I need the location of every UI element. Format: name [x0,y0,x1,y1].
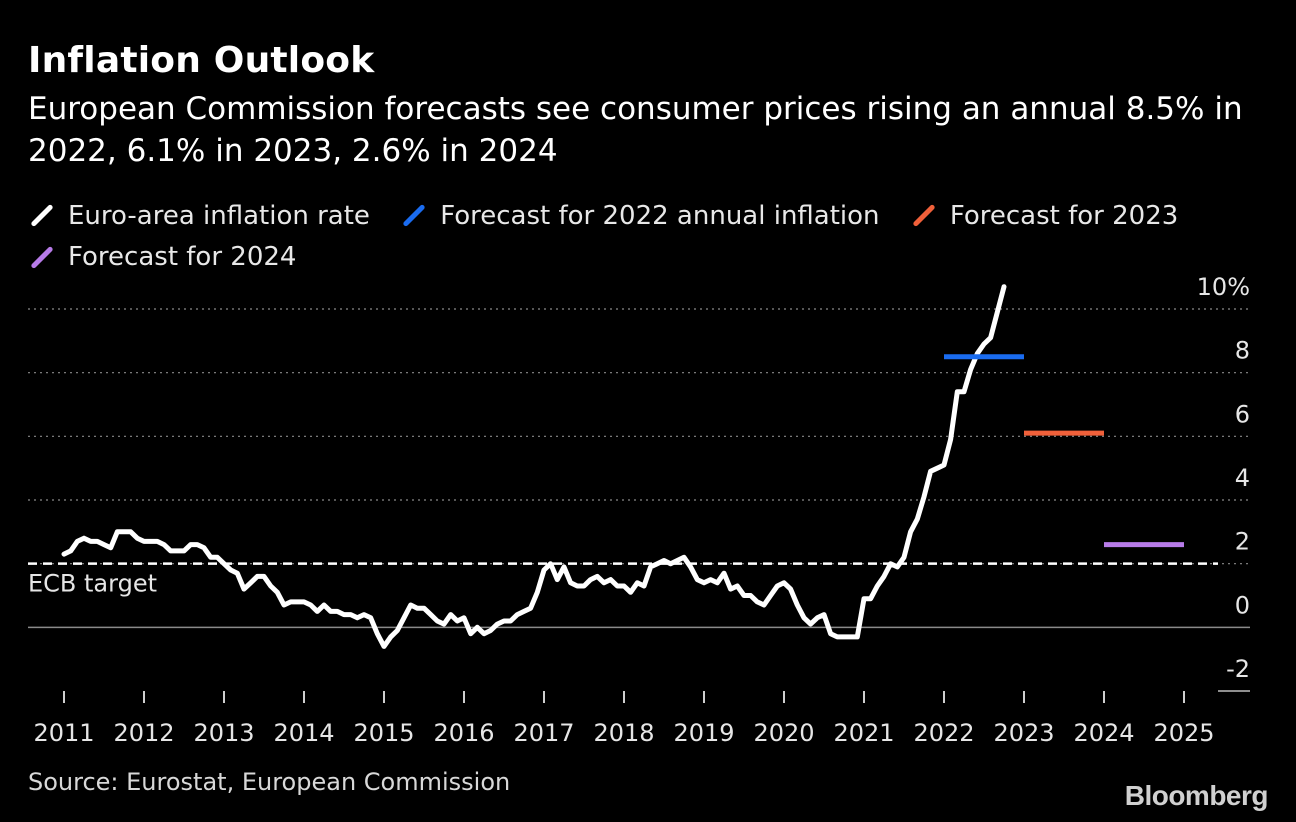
y-tick-label: -2 [1226,655,1250,683]
x-tick-label: 2019 [673,719,734,747]
x-tick-label: 2013 [193,719,254,747]
legend-label-forecast-2022: Forecast for 2022 annual inflation [440,200,880,231]
y-tick-label: 2 [1235,528,1250,556]
legend-item-forecast-2022: Forecast for 2022 annual inflation [400,198,880,234]
chart-subtitle: European Commission forecasts see consum… [28,91,1243,169]
legend-label-forecast-2024: Forecast for 2024 [68,242,297,272]
y-axis: 10% 8 6 4 2 0 -2 [1197,273,1250,683]
gridlines [28,308,1250,692]
x-tick-label: 2025 [1153,719,1214,747]
x-tick-label: 2016 [433,719,494,747]
legend-item-inflation-rate: Euro-area inflation rate [28,198,370,234]
x-tick-label: 2020 [753,719,814,747]
source-note: Source: Eurostat, European Commission [28,768,511,796]
legend-label-inflation-rate: Euro-area inflation rate [68,200,370,231]
x-tick-label: 2021 [833,719,894,747]
y-tick-label: 8 [1235,337,1250,365]
x-tick-label: 2023 [993,719,1054,747]
bloomberg-logo: Bloomberg [1124,780,1269,811]
x-tick-label: 2015 [353,719,414,747]
legend: Euro-area inflation rate Forecast for 20… [28,192,1268,275]
series-layer [61,284,1184,649]
x-axis: 2011 2012 2013 2014 2015 2016 2017 2018 2019 2020… [33,691,1215,747]
y-tick-label: 10% [1197,273,1250,301]
x-tick-label: 2017 [513,719,574,747]
x-tick-label: 2012 [113,719,174,747]
chart-title: Inflation Outlook [28,40,375,81]
legend-label-forecast-2023: Forecast for 2023 [949,200,1179,231]
x-tick-label: 2011 [33,719,94,747]
y-tick-label: 6 [1235,400,1250,428]
legend-item-forecast-2024: Forecast for 2024 [28,239,296,275]
x-tick-label: 2014 [273,719,334,747]
ecb-target-label: ECB target [28,570,157,598]
legend-item-forecast-2023: Forecast for 2023 [910,198,1178,234]
reference-layer: ECB target [28,562,1218,598]
x-tick-label: 2024 [1073,719,1134,747]
inflation-rate-line [61,284,1007,649]
y-tick-label: 4 [1235,464,1250,492]
y-tick-label: 0 [1235,591,1250,619]
x-tick-label: 2022 [913,719,974,747]
x-tick-label: 2018 [593,719,654,747]
